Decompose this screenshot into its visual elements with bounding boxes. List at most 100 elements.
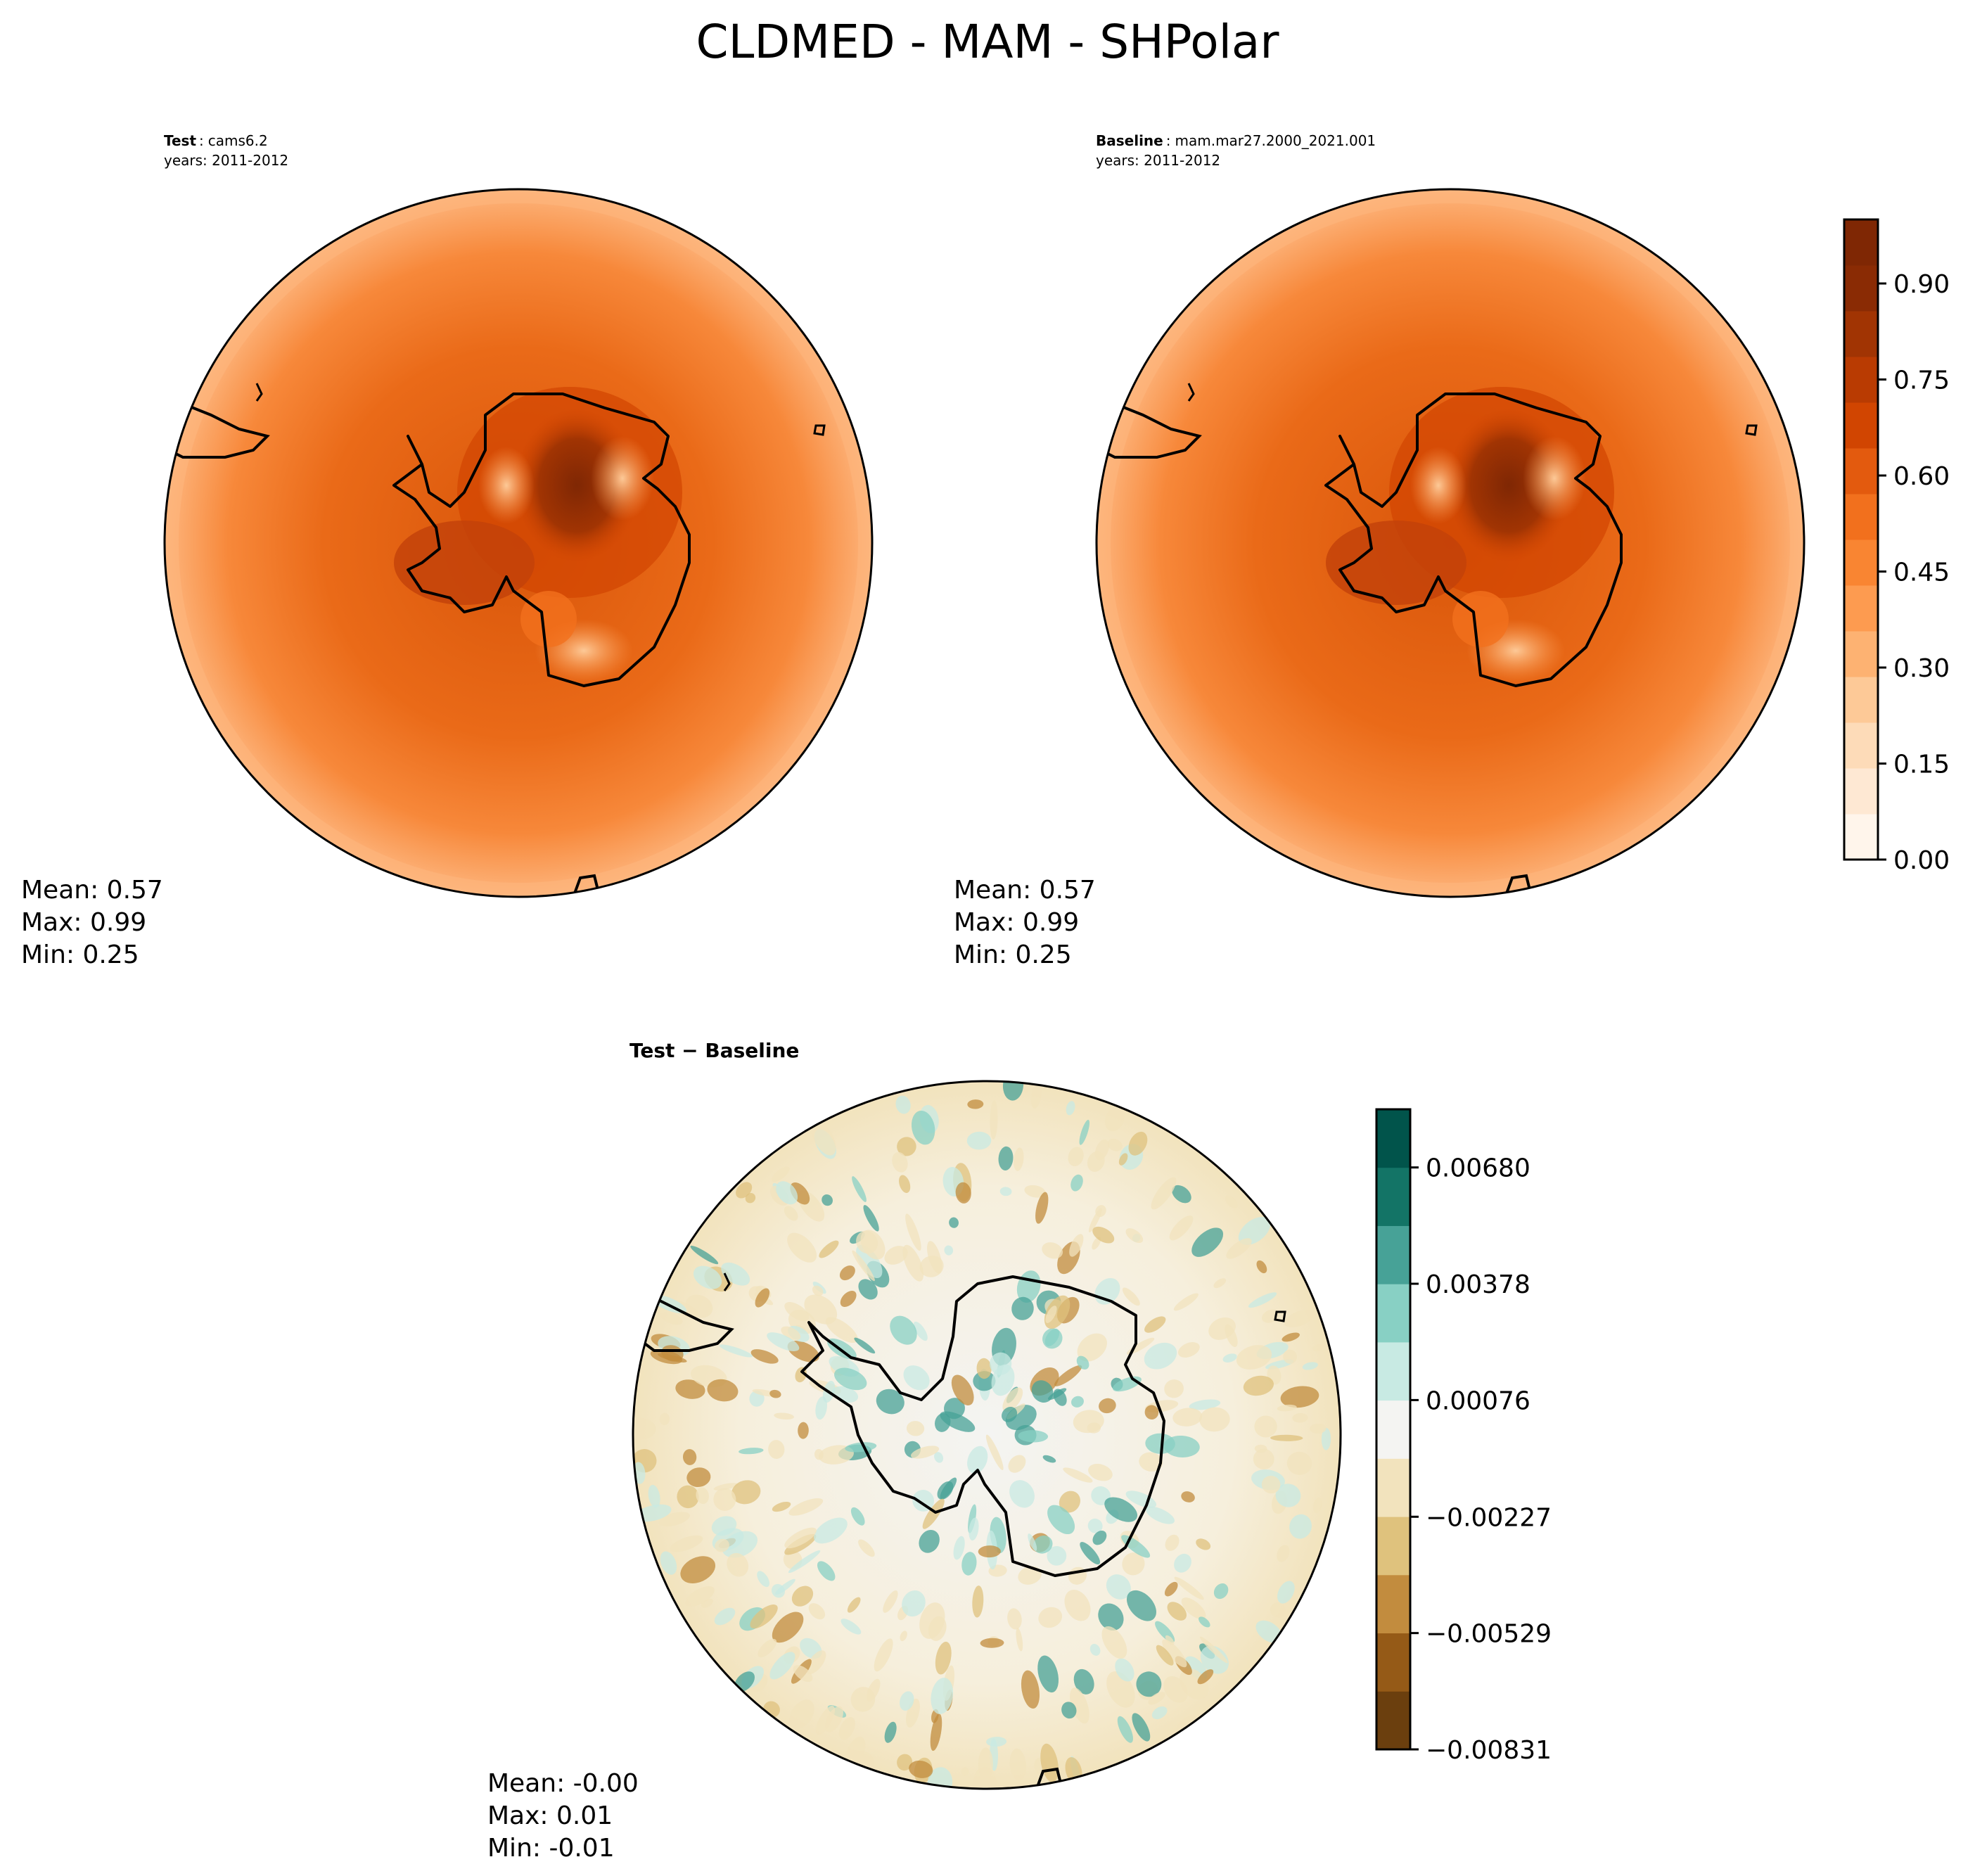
diff-field-patch [1071, 1396, 1084, 1408]
diff-field-patch [972, 1585, 984, 1618]
diff-field-patch [1148, 1692, 1165, 1705]
diff-field-patch [1286, 1451, 1312, 1475]
diff-field-patch [1255, 1620, 1282, 1643]
diff-field-patch [1009, 1480, 1035, 1508]
diff-field-patch [1167, 1602, 1187, 1621]
diff-field-patch [1077, 1333, 1107, 1362]
diff-field-patch [810, 1120, 836, 1156]
diff-field-patch [897, 1754, 913, 1771]
diff-field-patch [1199, 1616, 1210, 1628]
diff-colorbar-color-band [1376, 1574, 1410, 1634]
diff-field-patch [969, 1517, 979, 1541]
diff-field-patch [1169, 1215, 1194, 1241]
diff-field-patch [787, 1232, 817, 1263]
diff-field-patch [1196, 1538, 1211, 1550]
diff-field-patch [850, 1507, 865, 1526]
diff-field-patch [902, 1244, 924, 1282]
diff-field-patch [713, 1488, 736, 1511]
test-min: Min: 0.25 [21, 940, 139, 969]
diff-field-patch [1098, 1603, 1124, 1631]
main-colorbar-color-band [1844, 585, 1878, 632]
diff-field-patch [824, 1706, 843, 1733]
baseline-label-value: mam.mar27.2000_2021.001 [1175, 132, 1376, 149]
diff-field-patch [711, 1516, 737, 1536]
diff-field-patch [1042, 1328, 1063, 1349]
diff-field-patch [1281, 1332, 1300, 1342]
diff-field-patch [989, 1352, 1012, 1375]
main-colorbar-tick-label: 0.90 [1893, 270, 1950, 299]
diff-colorbar-color-band [1376, 1225, 1410, 1284]
diff-field-patch [727, 1552, 749, 1577]
diff-field-patch [972, 1766, 997, 1789]
diff-field-patch [884, 1721, 897, 1743]
diff-field-patch [1270, 1602, 1286, 1618]
diff-field-patch [1023, 1083, 1030, 1094]
diff-field-patch [1018, 1566, 1042, 1585]
diff-field-patch [1302, 1362, 1318, 1370]
diff-field-patch [1151, 1706, 1168, 1720]
diff-field-patch [1275, 1483, 1301, 1507]
main-colorbar-tick-label: 0.15 [1893, 751, 1950, 779]
diff-field-patch [1068, 1147, 1084, 1167]
diff-field-patch [1165, 1534, 1180, 1551]
diff-field-patch [858, 1279, 878, 1300]
diff-field-patch [1284, 1310, 1315, 1328]
diff-field-patch [1104, 1106, 1125, 1132]
diff-field-patch [1122, 1287, 1140, 1306]
diff-field-patch [892, 1151, 908, 1173]
diff-field-patch [905, 1213, 921, 1251]
diff-field-patch [1321, 1427, 1331, 1450]
diff-colorbar-color-band [1376, 1109, 1410, 1168]
diff-field-patch [1042, 1242, 1063, 1259]
main-colorbar-frame [1843, 218, 1879, 861]
diff-field-patch [1059, 1491, 1080, 1513]
diff-field-patch [1132, 1713, 1151, 1742]
diff-field-patch [1047, 1546, 1067, 1566]
diff-field-patch [838, 1717, 855, 1740]
main-colorbar-color-band [1844, 677, 1878, 723]
diff-field-patch [852, 1250, 875, 1282]
diff-field-patch [1173, 1293, 1199, 1311]
diff-field-patch [1008, 1455, 1026, 1473]
diff-field-patch [1213, 1278, 1227, 1289]
diff-field-patch [1277, 1581, 1295, 1604]
diff-field-patch [1213, 1583, 1229, 1600]
diff-field-patch [1089, 1644, 1101, 1656]
diff-field-patch [909, 1760, 933, 1778]
diff-field-patch [1236, 1345, 1272, 1370]
diff-field-patch [900, 1691, 914, 1711]
diff-field-patch [834, 1367, 867, 1391]
test-case-label: Test: cams6.2 [164, 132, 268, 149]
diff-field-patch [1092, 1226, 1115, 1244]
diff-field-patch [791, 1585, 814, 1607]
diff-field-patch [852, 1176, 867, 1202]
diff-field-patch [1199, 1636, 1228, 1664]
test-label-bold: Test [164, 132, 196, 149]
diff-field-patch [973, 1371, 996, 1391]
diff-field-patch [772, 1501, 791, 1512]
diff-field-patch [1292, 1412, 1308, 1423]
diff-field-patch [1037, 1655, 1059, 1693]
test-years: years: 2011-2012 [164, 152, 288, 169]
diff-field-patch [1145, 1433, 1175, 1454]
main-colorbar-color-band [1844, 402, 1878, 449]
diff-field-patch [913, 1321, 928, 1341]
diff-field-patch [1016, 1628, 1023, 1652]
diff-field-patch [789, 1699, 814, 1729]
diff-field-patch [1079, 1119, 1090, 1145]
diff-field-patch [660, 1312, 683, 1325]
diff-field-patch [772, 1166, 790, 1182]
test-map-boundary [163, 188, 874, 898]
diff-field-patch [1094, 1139, 1109, 1161]
diff-field-patch [966, 1131, 992, 1150]
diff-field-patch [1256, 1260, 1267, 1274]
diff-field-patch [660, 1551, 677, 1575]
diff-field-patch [1165, 1635, 1175, 1645]
diff-field-patch [1104, 1497, 1138, 1522]
diff-field-patch [1136, 1671, 1162, 1697]
diff-field-patch [976, 1358, 992, 1379]
main-colorbar: 0.00 0.15 0.30 0.45 0.60 0.75 0.90 [1843, 218, 1950, 875]
diff-field-patch [940, 1477, 957, 1500]
diff-field-patch [1054, 1365, 1082, 1386]
diff-field-patch [919, 1602, 945, 1639]
